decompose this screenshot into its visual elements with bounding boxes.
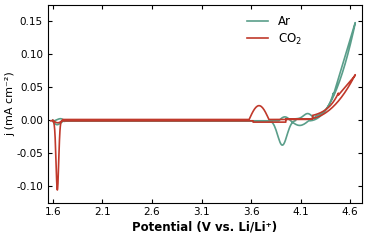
CO$_2$ (55, 188, 59, 191)
CO$_2$ (203, 118, 207, 121)
Y-axis label: j (mA cm⁻²): j (mA cm⁻²) (5, 71, 15, 136)
CO$_2$ (230, 119, 235, 122)
Line: CO$_2$: CO$_2$ (51, 75, 355, 190)
CO$_2$ (49, 119, 53, 122)
CO$_2$ (66, 118, 70, 121)
CO$_2$ (353, 73, 357, 76)
Legend: Ar, CO$_2$: Ar, CO$_2$ (242, 11, 306, 51)
Ar (248, 119, 252, 122)
Ar (153, 119, 157, 122)
Ar (280, 144, 284, 147)
X-axis label: Potential (V vs. Li/Li⁺): Potential (V vs. Li/Li⁺) (132, 220, 277, 233)
CO$_2$ (170, 119, 174, 122)
Ar (51, 120, 55, 123)
Ar (334, 88, 338, 91)
Ar (319, 112, 324, 115)
Ar (51, 119, 55, 122)
Ar (353, 21, 357, 24)
CO$_2$ (115, 119, 119, 122)
Ar (55, 118, 59, 121)
CO$_2$ (51, 119, 55, 122)
Ar (245, 119, 250, 122)
Line: Ar: Ar (53, 23, 355, 145)
CO$_2$ (117, 118, 121, 121)
